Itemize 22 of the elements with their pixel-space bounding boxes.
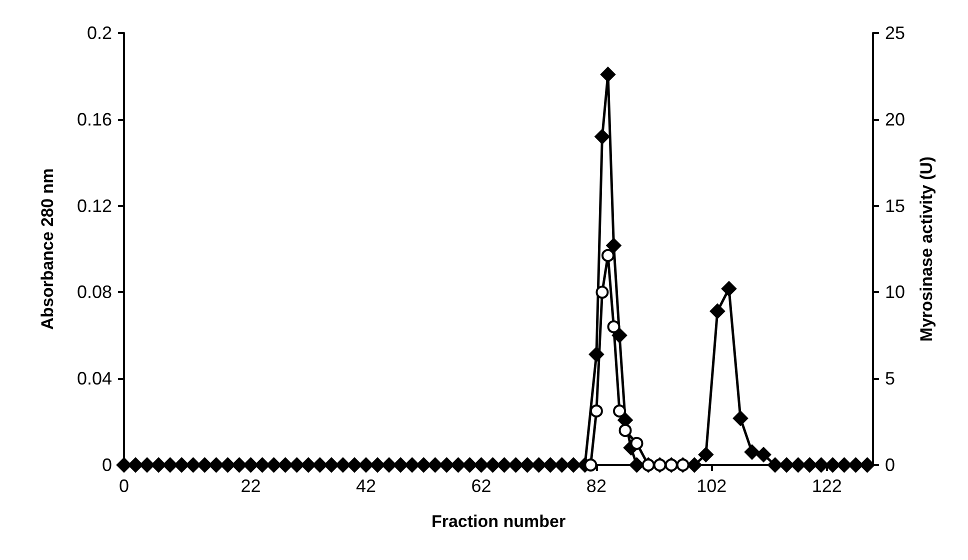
x-tick-label: 0: [118, 476, 130, 496]
x-tick-label: 22: [240, 476, 261, 496]
y-tick-label: 0.04: [76, 368, 112, 389]
y-tick-label: 0: [102, 455, 112, 475]
y2-tick-label: 0: [885, 455, 896, 475]
x-tick-label: 62: [471, 476, 492, 496]
y-tick-label: 0.12: [76, 196, 112, 216]
x-tick-label: 42: [356, 476, 376, 496]
y-tick-label: 0.08: [76, 282, 112, 302]
y2-tick-label: 25: [885, 23, 906, 43]
x-tick-label: 122: [812, 476, 842, 496]
y2-tick-label: 15: [885, 196, 906, 216]
y2-tick-label: 20: [885, 109, 906, 130]
x-tick-label: 102: [696, 476, 727, 496]
y2-tick-label: 5: [885, 368, 896, 389]
y-tick-label: 0.16: [76, 109, 112, 130]
x-tick-label: 82: [586, 476, 606, 496]
y2-axis-title: Myrosinase activity (U): [917, 156, 936, 342]
y-axis-title: Absorbance 280 nm: [38, 168, 57, 330]
y-tick-label: 0.2: [86, 23, 112, 43]
y2-tick-label: 10: [885, 282, 906, 302]
x-axis-title: Fraction number: [431, 512, 566, 531]
